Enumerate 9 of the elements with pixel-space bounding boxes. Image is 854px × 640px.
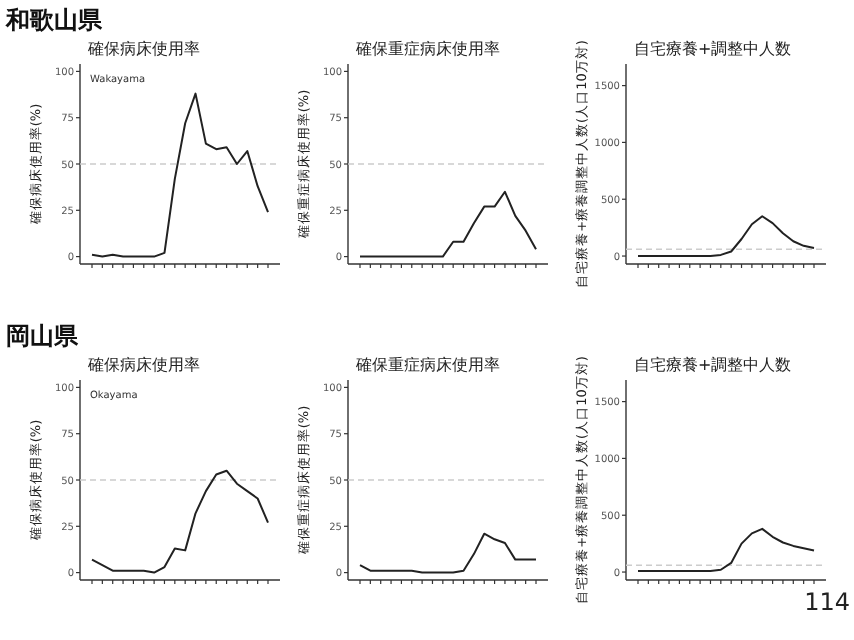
chart-title: 確保病床使用率 xyxy=(86,40,200,58)
text: 和歌山県 xyxy=(4,6,104,34)
chart-title: 自宅療養+調整中人数 xyxy=(634,356,792,374)
text: 岡山県 xyxy=(6,322,80,350)
chart-title: 自宅療養+調整中人数 xyxy=(634,40,792,58)
chart-title: 確保重症病床使用率 xyxy=(354,40,500,58)
text: 114 xyxy=(804,588,850,616)
chart-title: 確保病床使用率 xyxy=(86,356,200,374)
chart-title: 確保重症病床使用率 xyxy=(354,356,500,374)
